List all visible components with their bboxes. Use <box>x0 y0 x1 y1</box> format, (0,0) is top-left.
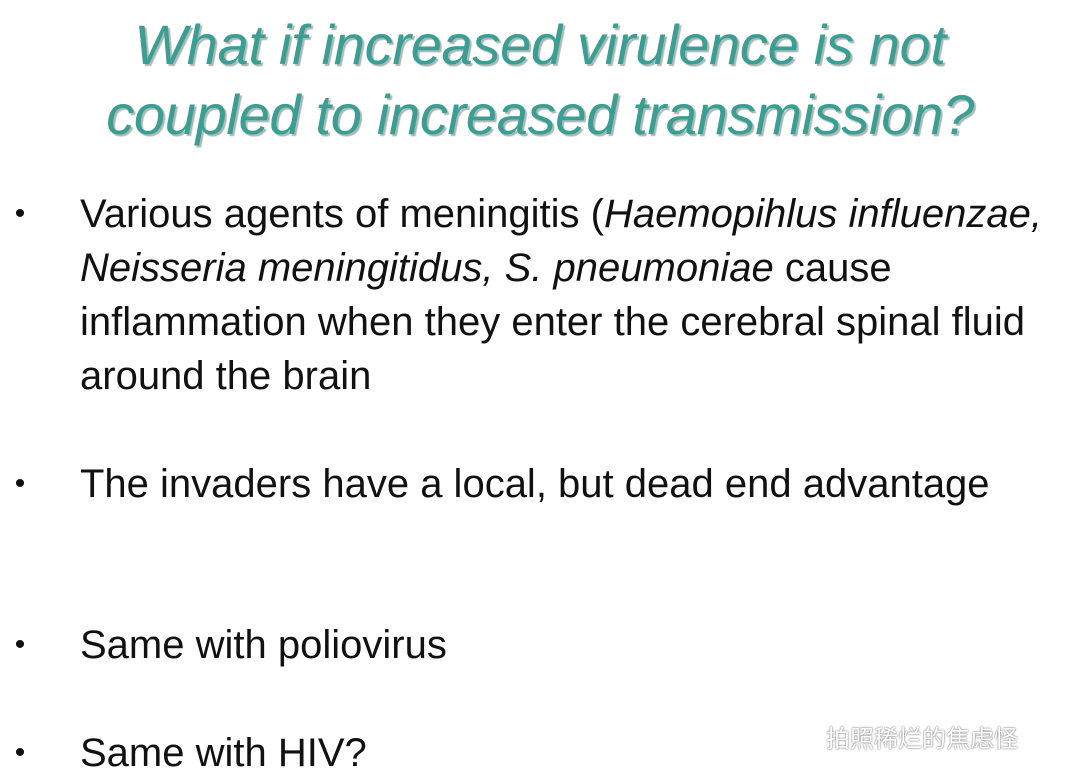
title-line-2: coupled to increased transmission? <box>106 83 974 146</box>
bullet-dot: • <box>14 736 26 769</box>
bullet-dot: • <box>14 467 26 500</box>
bullet-text-italic-segment: Haemopihlus influenzae, Neisseria mening… <box>80 192 1043 290</box>
bullet-text-segment: cause inflammation when they enter the c… <box>80 246 1025 398</box>
title-line-1: What if increased virulence is not <box>134 13 946 76</box>
bullet-text: Various agents of meningitis (Haemopihlu… <box>80 187 1070 403</box>
bullet-text-segment: Various agents of meningitis ( <box>80 192 604 236</box>
slide-title: What if increased virulence is not coupl… <box>0 10 1080 150</box>
bullet-text: The invaders have a local, but dead end … <box>80 462 990 506</box>
watermark-text: 拍照稀烂的焦虑怪 <box>826 724 1018 753</box>
bullet-text: Same with HIV? <box>80 731 367 775</box>
bullet-dot: • <box>14 628 26 661</box>
watermark: 拍照稀烂的焦虑怪 <box>786 718 1018 754</box>
wechat-icon <box>786 722 819 748</box>
bullet-dot: • <box>14 197 26 230</box>
bullet-text: Same with poliovirus <box>80 623 447 667</box>
